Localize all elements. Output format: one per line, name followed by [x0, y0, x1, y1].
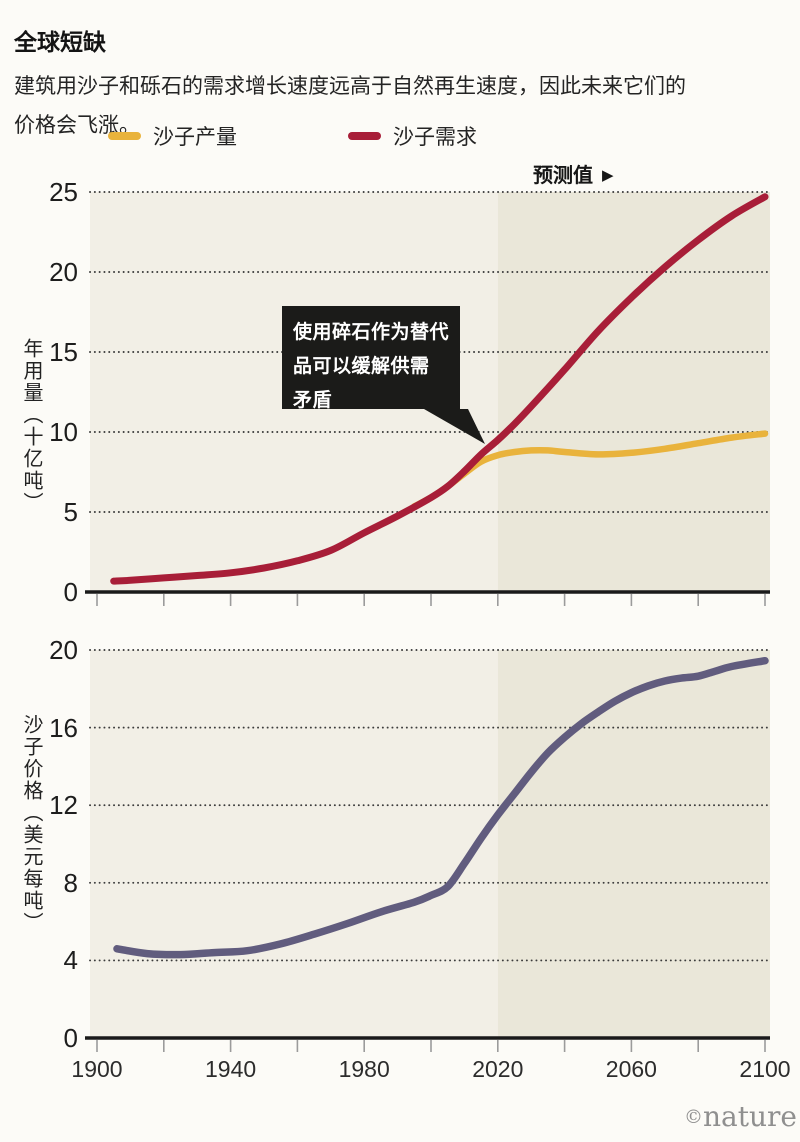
annotation-line-3: 矛盾	[293, 390, 333, 411]
annotation-line-2: 品可以缓解供需	[293, 356, 430, 377]
copyright-icon: ©	[684, 1106, 703, 1128]
history-region-1	[90, 650, 498, 1038]
annotation-line-1: 使用碎石作为替代	[293, 322, 450, 343]
demand-line	[110, 193, 769, 585]
annotation-pointer	[424, 409, 485, 444]
forecast-region-1	[497, 650, 770, 1038]
nature-watermark: ©nature	[684, 1100, 797, 1133]
price-line	[113, 656, 769, 959]
forecast-region-0	[497, 192, 770, 592]
annotation-callout: 使用碎石作为替代 品可以缓解供需 矛盾	[282, 306, 460, 411]
nature-logo-text: nature	[703, 1100, 797, 1133]
